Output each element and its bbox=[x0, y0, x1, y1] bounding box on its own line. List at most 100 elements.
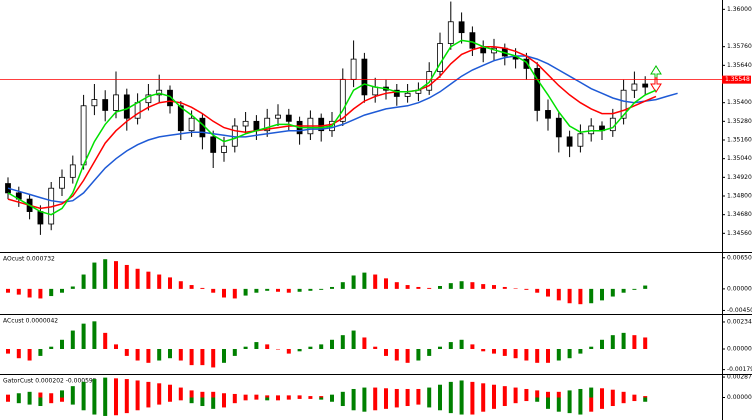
gator-bar bbox=[373, 387, 378, 398]
gator-bar bbox=[405, 397, 410, 407]
gator-bar bbox=[124, 397, 129, 414]
panel-title: AOcust 0.000732 bbox=[3, 256, 55, 263]
histogram-bar bbox=[200, 348, 205, 366]
histogram-bar bbox=[6, 348, 10, 354]
histogram-bar bbox=[265, 288, 270, 291]
gator-bar bbox=[232, 397, 237, 404]
histogram-bar bbox=[286, 348, 291, 354]
histogram-bar bbox=[157, 348, 162, 361]
gator-bar bbox=[189, 390, 194, 398]
histogram-bar bbox=[567, 348, 572, 359]
y-tick-label: 1.34800 bbox=[727, 193, 752, 200]
gator-bar bbox=[632, 397, 637, 402]
gator-bar bbox=[27, 397, 32, 405]
histogram-bar bbox=[146, 348, 151, 363]
candle-body bbox=[577, 133, 584, 147]
candle-body bbox=[318, 117, 325, 132]
candle-body bbox=[566, 136, 573, 147]
candle-body bbox=[69, 164, 76, 178]
histogram-bar bbox=[643, 337, 648, 349]
histogram-bar bbox=[384, 348, 388, 356]
y-tick-label: -0.0017900 bbox=[727, 366, 752, 373]
histogram-bar bbox=[211, 348, 216, 368]
gator-bar bbox=[416, 397, 421, 405]
gator-bar bbox=[567, 397, 572, 414]
gator-bar bbox=[308, 396, 313, 398]
gator-bar bbox=[470, 381, 475, 398]
histogram-bar bbox=[222, 288, 226, 298]
histogram-bar bbox=[535, 348, 540, 363]
histogram-bar bbox=[524, 348, 529, 361]
candle-body bbox=[480, 47, 487, 54]
candle-body bbox=[177, 105, 184, 132]
candle-body bbox=[404, 92, 411, 97]
gator-bar bbox=[178, 387, 183, 398]
histogram-bar bbox=[535, 288, 540, 293]
histogram-bar bbox=[243, 346, 248, 349]
histogram-bar bbox=[81, 323, 86, 349]
histogram-bar bbox=[330, 339, 334, 349]
candle-body bbox=[631, 83, 638, 91]
candle-body bbox=[221, 145, 227, 153]
gator-bar bbox=[276, 397, 280, 401]
candle-body bbox=[113, 94, 119, 111]
histogram-bar bbox=[524, 288, 529, 290]
histogram-bar bbox=[556, 288, 561, 301]
candle-body bbox=[555, 117, 562, 138]
candle-body bbox=[123, 94, 130, 119]
gator-bar bbox=[589, 397, 594, 412]
y-tick-label: 0.006505 bbox=[727, 254, 752, 261]
histogram-bar bbox=[448, 283, 453, 289]
gator-bar bbox=[70, 397, 75, 405]
histogram-bar bbox=[70, 286, 75, 289]
y-tick-label: 1.35760 bbox=[727, 43, 752, 50]
histogram-bar bbox=[513, 288, 518, 289]
gator-bar bbox=[643, 396, 648, 398]
y-tick-label: 0.002877 bbox=[727, 374, 752, 381]
panel-title: GatorCust 0.000202 -0.000595 bbox=[3, 378, 97, 385]
gator-bar bbox=[427, 387, 432, 398]
gator-bar bbox=[265, 395, 270, 398]
gator-bar bbox=[502, 397, 507, 407]
histogram-bar bbox=[286, 288, 291, 293]
histogram-bar bbox=[427, 287, 432, 289]
gator-bar bbox=[535, 397, 540, 402]
histogram-bar bbox=[384, 278, 388, 289]
histogram-bar bbox=[254, 342, 259, 349]
y-tick-label: 1.35640 bbox=[727, 62, 752, 69]
gator-bar bbox=[416, 388, 421, 398]
histogram-bar bbox=[600, 339, 604, 349]
histogram-bar bbox=[556, 348, 561, 361]
gator-bar bbox=[92, 397, 97, 415]
histogram-bar bbox=[621, 332, 626, 349]
candle-body bbox=[285, 114, 292, 122]
histogram-bar bbox=[362, 337, 367, 349]
histogram-bar bbox=[276, 288, 280, 292]
candle-body bbox=[102, 99, 109, 111]
histogram-bar bbox=[546, 348, 550, 363]
gator-bar bbox=[286, 397, 291, 400]
histogram-bar bbox=[189, 348, 194, 366]
gator-bar bbox=[146, 381, 151, 398]
gator-bar bbox=[610, 389, 615, 398]
gator-bar bbox=[546, 391, 550, 398]
gator-bar bbox=[448, 397, 453, 414]
gator-bar bbox=[232, 393, 237, 398]
histogram-bar bbox=[103, 259, 108, 289]
candle-body bbox=[534, 68, 541, 111]
histogram-bar bbox=[470, 344, 475, 349]
y-tick-label: 1.35280 bbox=[727, 118, 752, 125]
gator-bar bbox=[567, 390, 572, 398]
histogram-bar bbox=[567, 288, 572, 304]
gator-bar bbox=[621, 397, 626, 404]
histogram-bar bbox=[222, 348, 226, 363]
histogram-bar bbox=[157, 274, 162, 289]
histogram-bar bbox=[297, 348, 302, 352]
histogram-bar bbox=[232, 288, 237, 299]
histogram-bar bbox=[632, 335, 637, 349]
gator-bar bbox=[60, 397, 64, 402]
histogram-bar bbox=[351, 330, 356, 349]
candle-body bbox=[523, 58, 530, 69]
candle-body bbox=[91, 99, 98, 107]
gator-bar bbox=[362, 387, 367, 398]
